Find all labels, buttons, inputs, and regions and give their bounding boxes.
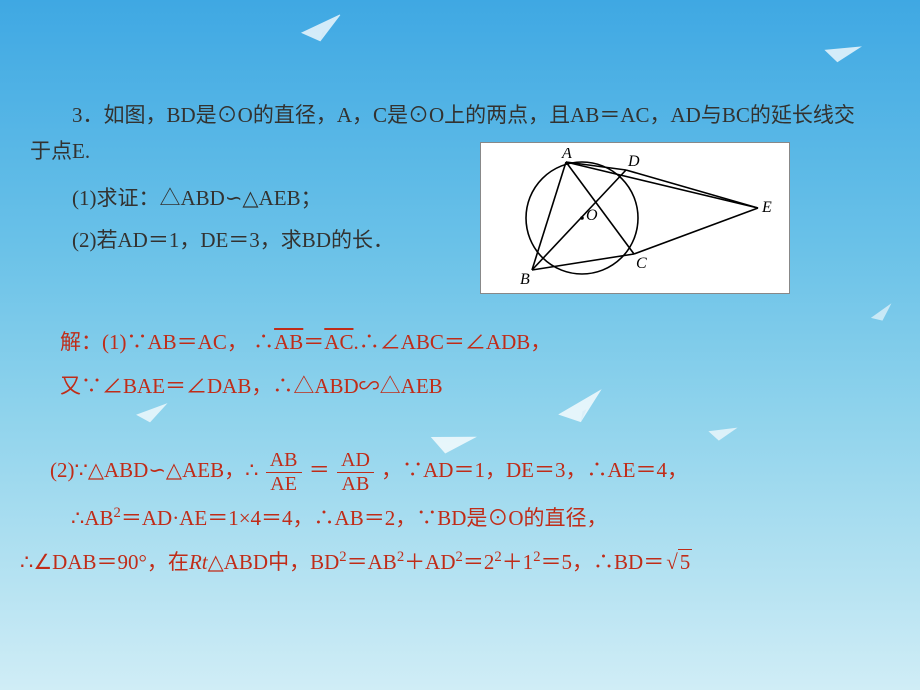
solution-part2: (2)∵△ABD∽△AEB，∴ ABAE ＝ ADAB ，∵AD＝1，DE＝3，… bbox=[50, 448, 900, 584]
svg-text:D: D bbox=[627, 153, 640, 170]
sol1-c: ＝ bbox=[303, 330, 324, 354]
plane-icon bbox=[298, 12, 348, 48]
sol2-c-post: ＝AD·AE＝1×4＝4，∴AB＝2，∵BD是⊙O的直径， bbox=[121, 506, 608, 530]
sqrt: √5 bbox=[664, 540, 692, 584]
rt-label: Rt bbox=[189, 550, 208, 574]
svg-text:E: E bbox=[761, 199, 772, 216]
sol1-e: 又∵∠BAE＝∠DAB，∴△ABD∽△AEB bbox=[60, 364, 890, 408]
svg-text:A: A bbox=[561, 148, 572, 162]
fraction-1: ABAE bbox=[266, 449, 302, 496]
sol2-a: (2)∵△ABD∽△AEB，∴ bbox=[50, 458, 258, 482]
sol2-d-pre: ∴∠DAB＝90°，在 bbox=[20, 550, 189, 574]
arc-ac: AC bbox=[324, 330, 353, 354]
svg-text:B: B bbox=[520, 271, 530, 288]
eq1: ＝ bbox=[309, 458, 330, 482]
svg-text:C: C bbox=[636, 255, 647, 272]
arc-ab: AB bbox=[274, 330, 303, 354]
sol1-b: ∴ bbox=[253, 330, 274, 354]
plane-icon bbox=[706, 422, 741, 446]
sol2-d-mid: △ABD中，BD bbox=[208, 550, 340, 574]
svg-text:O: O bbox=[586, 207, 598, 224]
sol2-c-pre: ∴AB bbox=[71, 506, 114, 530]
fraction-2: ADAB bbox=[337, 449, 374, 496]
sol2-b: ，∵AD＝1，DE＝3，∴AE＝4， bbox=[381, 458, 688, 482]
sol1-d: .∴∠ABC＝∠ADB， bbox=[353, 330, 551, 354]
solution-part1: 解：(1)∵AB＝AC， ∴AB＝AC.∴∠ABC＝∠ADB， 又∵∠BAE＝∠… bbox=[60, 320, 890, 408]
geometry-diagram: A D E C B O bbox=[480, 142, 790, 294]
sup1: 2 bbox=[114, 505, 121, 521]
diagram-svg: A D E C B O bbox=[490, 148, 780, 288]
sol1-a: 解：(1)∵AB＝AC， bbox=[60, 330, 248, 354]
plane-icon bbox=[820, 38, 865, 70]
